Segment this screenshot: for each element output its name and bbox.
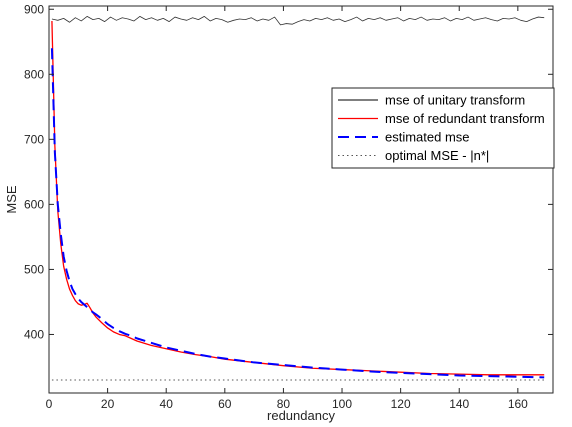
series-line-2 xyxy=(50,48,545,379)
legend-label-1: mse of redundant transform xyxy=(385,111,545,126)
x-tick-label: 0 xyxy=(46,397,53,411)
y-tick-label: 900 xyxy=(24,2,44,16)
axes-box xyxy=(48,5,554,394)
y-tick-label: 800 xyxy=(24,67,44,81)
legend-label-3: optimal MSE - |n*| xyxy=(385,148,489,163)
series-line-0 xyxy=(51,16,545,26)
legend-box xyxy=(331,87,555,169)
x-tick-label: 120 xyxy=(391,397,411,411)
y-axis-label: MSE xyxy=(4,185,19,214)
x-tick-label: 100 xyxy=(332,397,352,411)
plot-area xyxy=(49,6,553,393)
x-tick-label: 140 xyxy=(449,397,469,411)
legend-label-0: mse of unitary transform xyxy=(385,93,525,108)
x-axis-label: redundancy xyxy=(267,408,335,423)
x-tick-label: 80 xyxy=(277,397,291,411)
x-tick-label: 160 xyxy=(508,397,528,411)
legend: mse of unitary transform mse of redundant… xyxy=(331,87,555,169)
y-tick-label: 500 xyxy=(24,262,44,276)
x-tick-label: 20 xyxy=(101,397,115,411)
y-tick-label: 700 xyxy=(24,132,44,146)
legend-label-2: estimated mse xyxy=(385,130,470,145)
series-layer xyxy=(50,16,545,381)
y-tick-label: 400 xyxy=(24,327,44,341)
y-tick-label: 600 xyxy=(24,197,44,211)
tick-layer: 0 20 40 60 80 100 120 140 160 400 500 600 700 800 900 xyxy=(24,2,553,411)
x-tick-label: 60 xyxy=(218,397,232,411)
x-tick-label: 40 xyxy=(160,397,174,411)
